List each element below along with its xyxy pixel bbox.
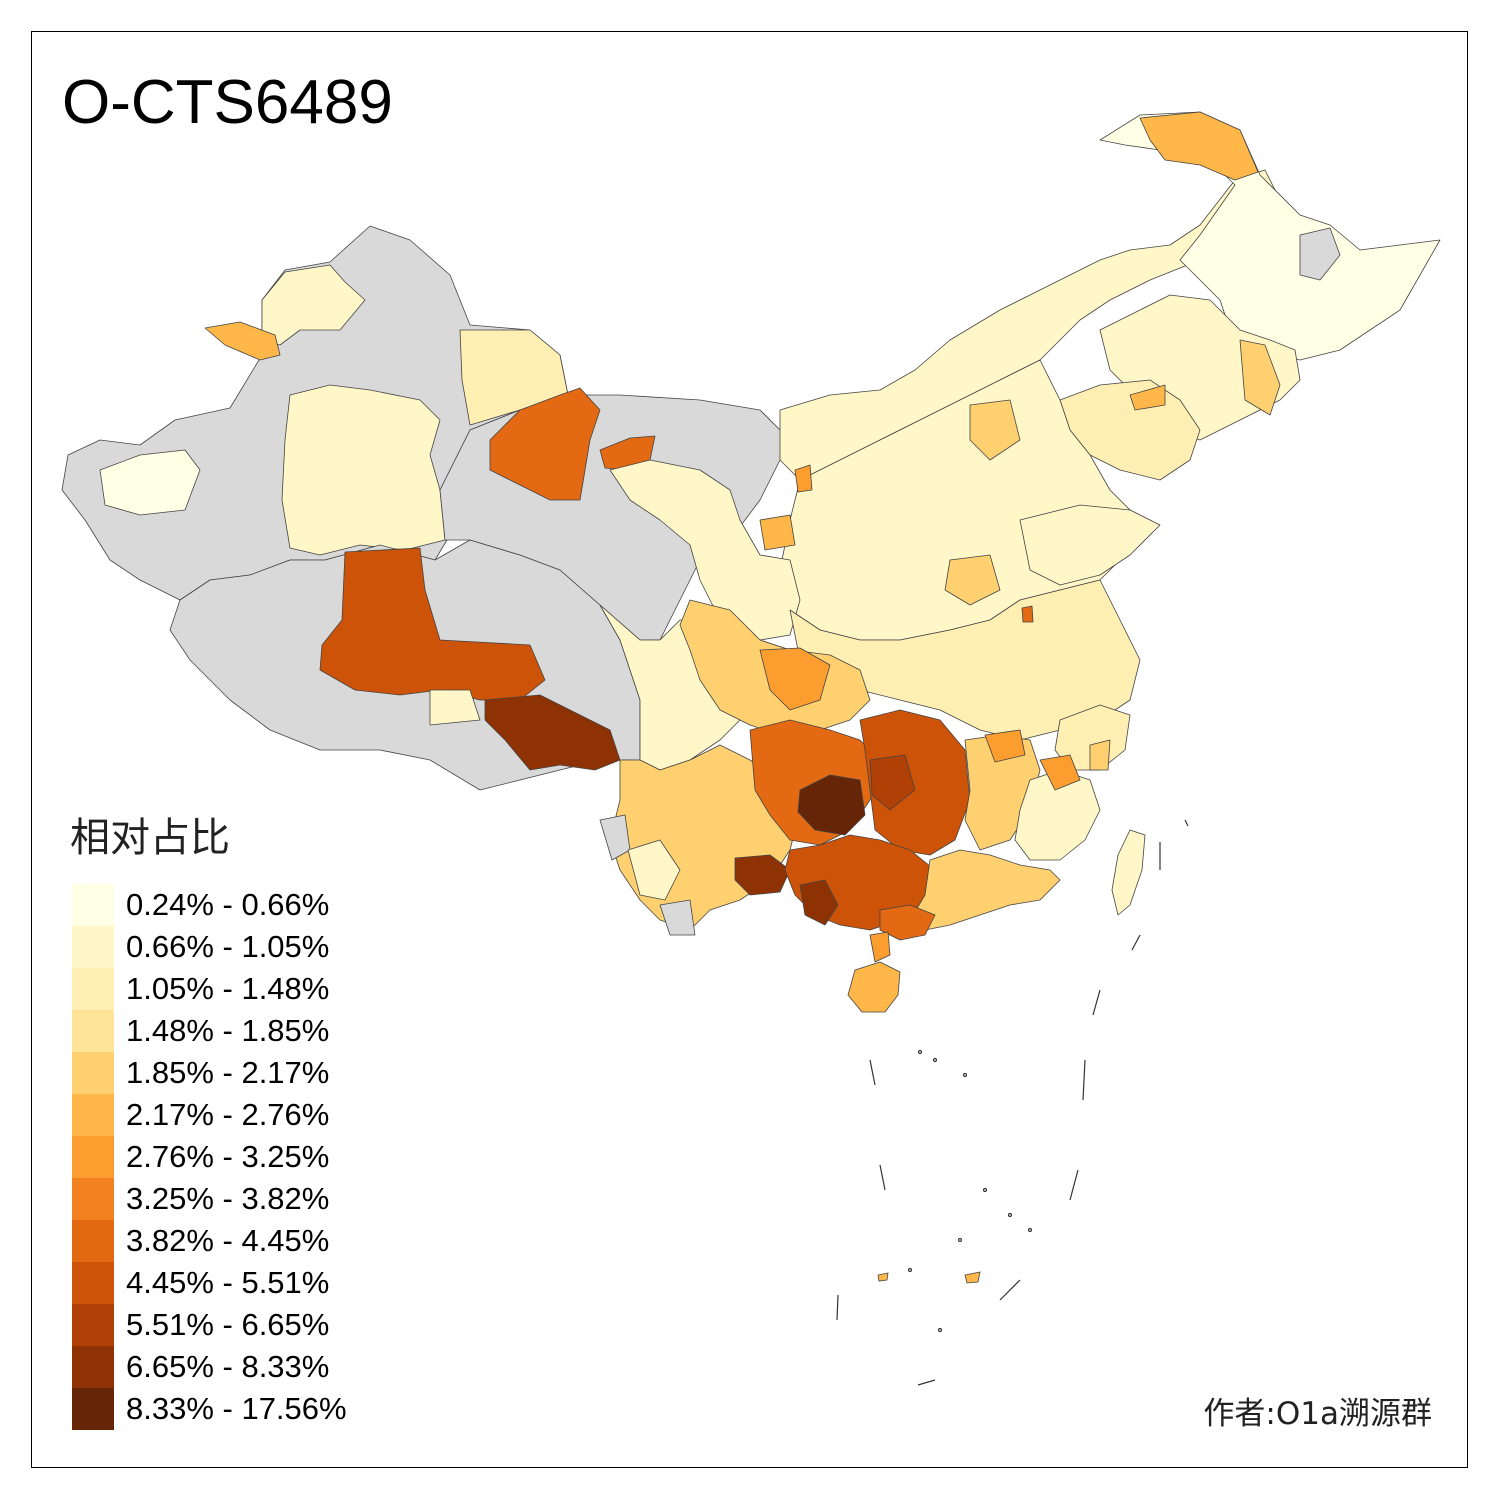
legend-title: 相对占比 bbox=[70, 815, 230, 861]
legend-swatch bbox=[72, 1262, 114, 1304]
south-china-sea-islands bbox=[836, 819, 1189, 1386]
legend-swatch bbox=[72, 1094, 114, 1136]
region-hunan bbox=[859, 709, 971, 856]
region-yunnan-wenshan bbox=[734, 854, 791, 896]
region-yunnan-west bbox=[627, 839, 681, 901]
island-south-orange bbox=[964, 1271, 981, 1284]
region-hebei-zhangjiakou bbox=[969, 399, 1021, 461]
legend-swatch bbox=[72, 926, 114, 968]
legend-label: 1.48% - 1.85% bbox=[126, 1013, 330, 1048]
legend-swatch bbox=[72, 1220, 114, 1262]
region-gansu-jiuquan bbox=[489, 387, 601, 501]
region-liaoning-shenyang bbox=[1129, 384, 1166, 411]
legend-label: 8.33% - 17.56% bbox=[126, 1391, 347, 1426]
legend-label: 0.66% - 1.05% bbox=[126, 929, 330, 964]
region-henan-dark bbox=[944, 554, 1001, 606]
legend-swatch bbox=[72, 968, 114, 1010]
region-gansu-tianshui bbox=[759, 514, 796, 551]
legend-label: 3.82% - 4.45% bbox=[126, 1223, 330, 1258]
region-guangdong-west bbox=[879, 904, 936, 941]
region-xinjiang-ili bbox=[204, 321, 281, 361]
region-tibet-ngari bbox=[319, 547, 546, 701]
region-ningxia-dot bbox=[794, 464, 813, 493]
region-yunnan-south-nodata bbox=[659, 899, 696, 936]
region-zhejiang bbox=[1054, 704, 1131, 771]
region-zhejiang-east bbox=[1089, 739, 1111, 771]
region-hubei-dot bbox=[1021, 605, 1034, 623]
region-taiwan bbox=[1111, 829, 1146, 916]
legend-swatch bbox=[72, 1136, 114, 1178]
region-tibet-shigatse bbox=[429, 689, 481, 726]
legend-swatch bbox=[72, 1178, 114, 1220]
region-hainan bbox=[847, 961, 901, 1013]
legend-swatch bbox=[72, 1346, 114, 1388]
island-south-orange-2 bbox=[877, 1272, 889, 1282]
legend-label: 3.25% - 3.82% bbox=[126, 1181, 330, 1216]
legend-label: 1.05% - 1.48% bbox=[126, 971, 330, 1006]
region-sichuan-chengdu bbox=[759, 647, 831, 711]
legend-label: 2.76% - 3.25% bbox=[126, 1139, 330, 1174]
region-heilongjiang-nodata bbox=[1299, 227, 1341, 281]
legend-label: 5.51% - 6.65% bbox=[126, 1307, 330, 1342]
region-jilin-yanbian bbox=[1239, 339, 1281, 416]
legend-swatch bbox=[72, 884, 114, 926]
region-xinjiang-west bbox=[99, 449, 201, 516]
author-credit: 作者:O1a溯源群 bbox=[1203, 1396, 1432, 1432]
region-tibet-nyingchi bbox=[484, 694, 621, 771]
region-leizhou bbox=[869, 931, 891, 963]
legend-label: 6.65% - 8.33% bbox=[126, 1349, 330, 1384]
legend-swatch bbox=[72, 1304, 114, 1346]
legend-label: 4.45% - 5.51% bbox=[126, 1265, 330, 1300]
region-central-china bbox=[789, 579, 1141, 741]
legend-swatch bbox=[72, 1388, 114, 1430]
region-daxinganling bbox=[1139, 111, 1259, 181]
legend-label: 1.85% - 2.17% bbox=[126, 1055, 330, 1090]
region-hunan-west bbox=[869, 754, 916, 811]
region-guangxi-baise bbox=[799, 879, 839, 926]
legend-label: 2.17% - 2.76% bbox=[126, 1097, 330, 1132]
region-xinjiang-center bbox=[281, 384, 446, 556]
region-shandong bbox=[1019, 504, 1161, 586]
legend-label: 0.24% - 0.66% bbox=[126, 887, 330, 922]
map-title: O-CTS6489 bbox=[62, 68, 393, 137]
legend-swatch bbox=[72, 1052, 114, 1094]
region-heilongjiang bbox=[1099, 111, 1441, 361]
map-frame bbox=[31, 31, 1468, 1468]
legend-swatch bbox=[72, 1010, 114, 1052]
region-zhejiang-wenzhou bbox=[1039, 754, 1081, 791]
region-jiangxi-north bbox=[984, 729, 1026, 763]
region-guizhou-core bbox=[797, 774, 866, 836]
